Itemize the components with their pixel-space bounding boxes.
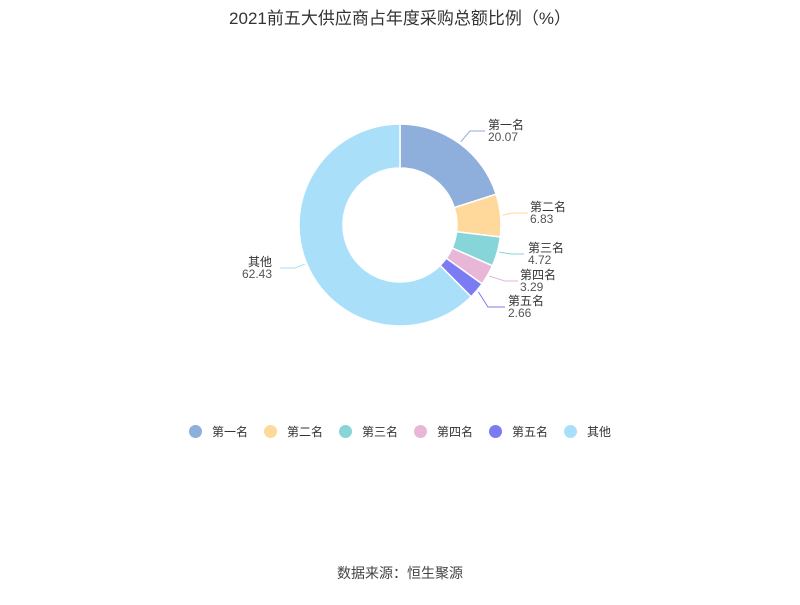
slice-label-2: 第二名 — [530, 199, 566, 214]
legend-item-3[interactable]: 第三名 — [338, 423, 398, 440]
chart-title: 2021前五大供应商占年度采购总额比例（%） — [229, 9, 571, 28]
slice-value-5: 2.66 — [508, 306, 532, 320]
legend-item-1[interactable]: 第一名 — [188, 423, 248, 440]
legend-label: 第二名 — [286, 425, 323, 439]
leader-line-2 — [502, 212, 528, 216]
legend: 第一名 第二名 第三名 第四名 第五名 其他 — [0, 423, 800, 440]
legend-marker-icon — [338, 425, 352, 438]
legend-label: 第四名 — [437, 425, 474, 439]
slice-6[interactable] — [298, 123, 473, 327]
legend-marker-icon — [414, 425, 427, 438]
slice-label-3: 第三名 — [528, 240, 564, 255]
leader-line-3 — [499, 251, 524, 255]
legend-marker-icon — [263, 425, 277, 438]
legend-label: 第三名 — [361, 425, 398, 439]
legend-label: 第五名 — [512, 425, 549, 439]
leader-line-4 — [489, 275, 518, 282]
legend-label: 其他 — [587, 425, 612, 439]
slice-label-4: 第四名 — [520, 267, 556, 282]
source-note: 数据来源：恒生聚源 — [337, 565, 463, 581]
slice-value-2: 6.83 — [530, 212, 554, 226]
leader-line-5 — [477, 291, 505, 308]
legend-marker-icon — [489, 425, 503, 438]
slice-label-6: 其他 — [248, 255, 272, 269]
legend-item-2[interactable]: 第二名 — [263, 423, 323, 440]
legend-item-5[interactable]: 第五名 — [489, 423, 548, 440]
legend-marker-icon — [188, 425, 202, 438]
slice-1[interactable] — [399, 123, 498, 209]
slice-label-1: 第一名 — [488, 117, 524, 132]
slice-label-5: 第五名 — [508, 293, 544, 308]
leader-line-1 — [460, 130, 485, 143]
legend-label: 第一名 — [211, 425, 248, 439]
leader-line-6 — [280, 263, 305, 269]
legend-item-4[interactable]: 第四名 — [414, 423, 473, 440]
slice-value-6: 62.43 — [242, 267, 272, 281]
slice-value-3: 4.72 — [528, 253, 552, 267]
slice-value-1: 20.07 — [488, 130, 518, 144]
slice-value-4: 3.29 — [520, 280, 544, 294]
legend-marker-icon — [564, 425, 578, 438]
legend-item-6[interactable]: 其他 — [564, 423, 611, 440]
